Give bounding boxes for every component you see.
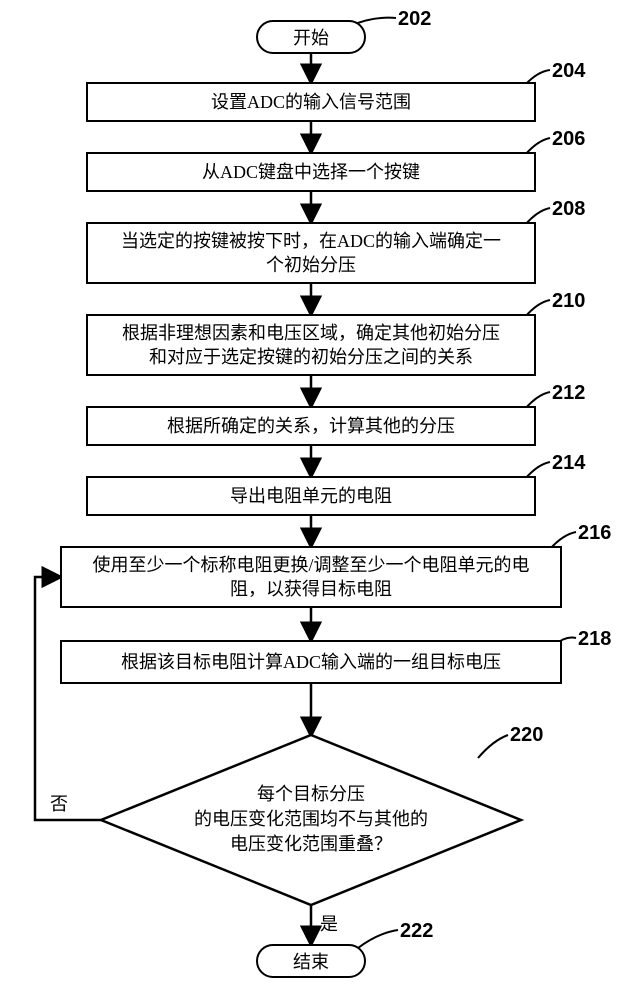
- ref-leader: [358, 930, 398, 948]
- flowchart-container: 开始设置ADC的输入信号范围从ADC键盘中选择一个按键当选定的按键被按下时，在A…: [0, 0, 622, 1000]
- process-label: 根据该目标电阻计算ADC输入端的一组目标电压: [121, 650, 501, 674]
- process-s210: 根据非理想因素和电压区域，确定其他初始分压 和对应于选定按键的初始分压之间的关系: [86, 314, 536, 376]
- ref-label-202: 202: [398, 8, 431, 31]
- start-terminator: 开始: [256, 20, 366, 54]
- terminator-label: 结束: [293, 948, 329, 974]
- process-label: 导出电阻单元的电阻: [230, 484, 392, 508]
- process-label: 从ADC键盘中选择一个按键: [202, 160, 420, 184]
- process-s214: 导出电阻单元的电阻: [86, 476, 536, 516]
- process-label: 根据非理想因素和电压区域，确定其他初始分压 和对应于选定按键的初始分压之间的关系: [122, 321, 500, 370]
- process-label: 使用至少一个标称电阻更换/调整至少一个电阻单元的电 阻，以获得目标电阻: [93, 553, 530, 602]
- process-label: 根据所确定的关系，计算其他的分压: [167, 414, 455, 438]
- terminator-label: 开始: [293, 24, 329, 50]
- process-s212: 根据所确定的关系，计算其他的分压: [86, 406, 536, 446]
- process-s216: 使用至少一个标称电阻更换/调整至少一个电阻单元的电 阻，以获得目标电阻: [60, 546, 562, 608]
- edge-label-d220-end: 是: [320, 910, 338, 936]
- end-terminator: 结束: [256, 944, 366, 978]
- ref-label-214: 214: [552, 452, 585, 475]
- ref-label-210: 210: [552, 290, 585, 313]
- ref-label-218: 218: [578, 628, 611, 651]
- decision-label: 每个目标分压 的电压变化范围均不与其他的 电压变化范围重叠？: [101, 782, 521, 858]
- ref-label-222: 222: [400, 920, 433, 943]
- ref-label-220: 220: [510, 724, 543, 747]
- process-s206: 从ADC键盘中选择一个按键: [86, 152, 536, 192]
- process-label: 设置ADC的输入信号范围: [211, 90, 411, 114]
- edge-d220-s216: [35, 577, 101, 820]
- process-s208: 当选定的按键被按下时，在ADC的输入端确定一 个初始分压: [86, 222, 536, 284]
- process-s218: 根据该目标电阻计算ADC输入端的一组目标电压: [60, 640, 562, 684]
- ref-label-204: 204: [552, 60, 585, 83]
- ref-label-216: 216: [578, 522, 611, 545]
- ref-label-212: 212: [552, 382, 585, 405]
- decision-wrap: 每个目标分压 的电压变化范围均不与其他的 电压变化范围重叠？: [101, 735, 521, 905]
- process-s204: 设置ADC的输入信号范围: [86, 82, 536, 122]
- edge-label-d220-s216: 否: [50, 790, 68, 816]
- ref-label-208: 208: [552, 198, 585, 221]
- process-label: 当选定的按键被按下时，在ADC的输入端确定一 个初始分压: [121, 229, 501, 278]
- ref-label-206: 206: [552, 128, 585, 151]
